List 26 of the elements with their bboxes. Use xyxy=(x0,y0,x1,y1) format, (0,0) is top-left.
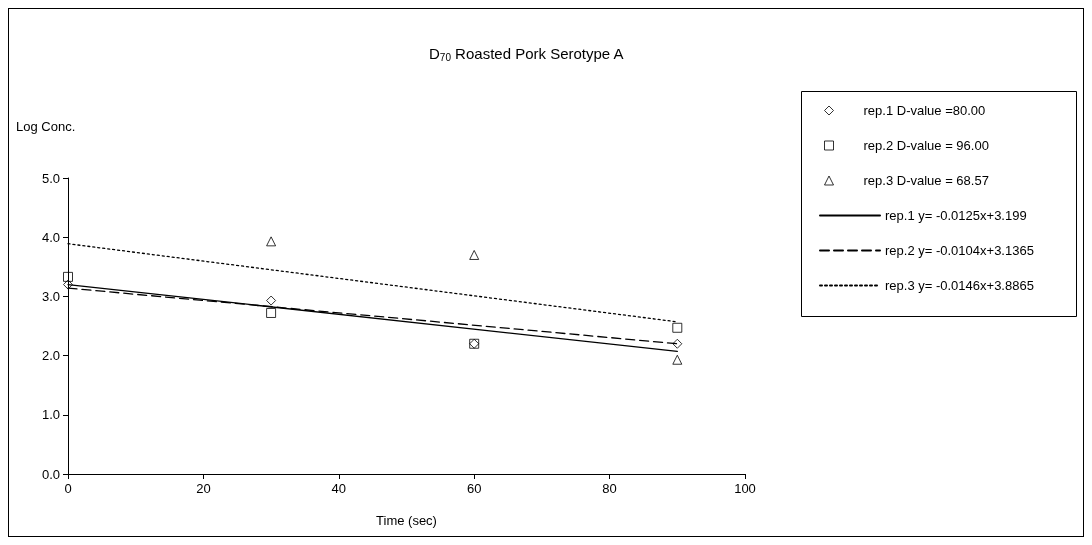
y-tick-label: 4.0 xyxy=(41,229,60,245)
y-axis-title: Log Conc. xyxy=(16,119,76,134)
x-tick-label: 0 xyxy=(64,481,72,496)
legend-label: rep.3 D-value = 68.57 xyxy=(863,173,989,188)
y-tick-label: 1.0 xyxy=(41,407,60,423)
point xyxy=(63,271,73,282)
legend-label: rep.1 y= -0.0125x+3.199 xyxy=(885,208,1027,223)
x-tick-label: 40 xyxy=(331,481,347,496)
y-tick-label: 5.0 xyxy=(41,170,60,186)
x-tick-label: 80 xyxy=(602,481,617,496)
point xyxy=(469,249,480,260)
legend-label: rep.2 y= -0.0104x+3.1365 xyxy=(885,243,1034,258)
point xyxy=(672,322,683,333)
point xyxy=(266,236,277,247)
x-tick-label: 20 xyxy=(196,481,211,496)
point xyxy=(266,307,277,318)
legend-label: rep.1 D-value =80.00 xyxy=(863,103,986,118)
legend-label: rep.2 D-value = 96.00 xyxy=(863,138,989,153)
x-axis-title: Time (sec) xyxy=(376,513,437,528)
y-tick-label: 2.0 xyxy=(41,348,60,364)
point xyxy=(672,354,683,365)
legend-label: rep.3 y= -0.0146x+3.8865 xyxy=(885,278,1034,293)
x-tick-label: 100 xyxy=(734,481,756,496)
y-tick-label: 0.0 xyxy=(41,466,60,482)
x-tick-label: 60 xyxy=(466,481,482,496)
y-tick-label: 3.0 xyxy=(41,288,60,304)
